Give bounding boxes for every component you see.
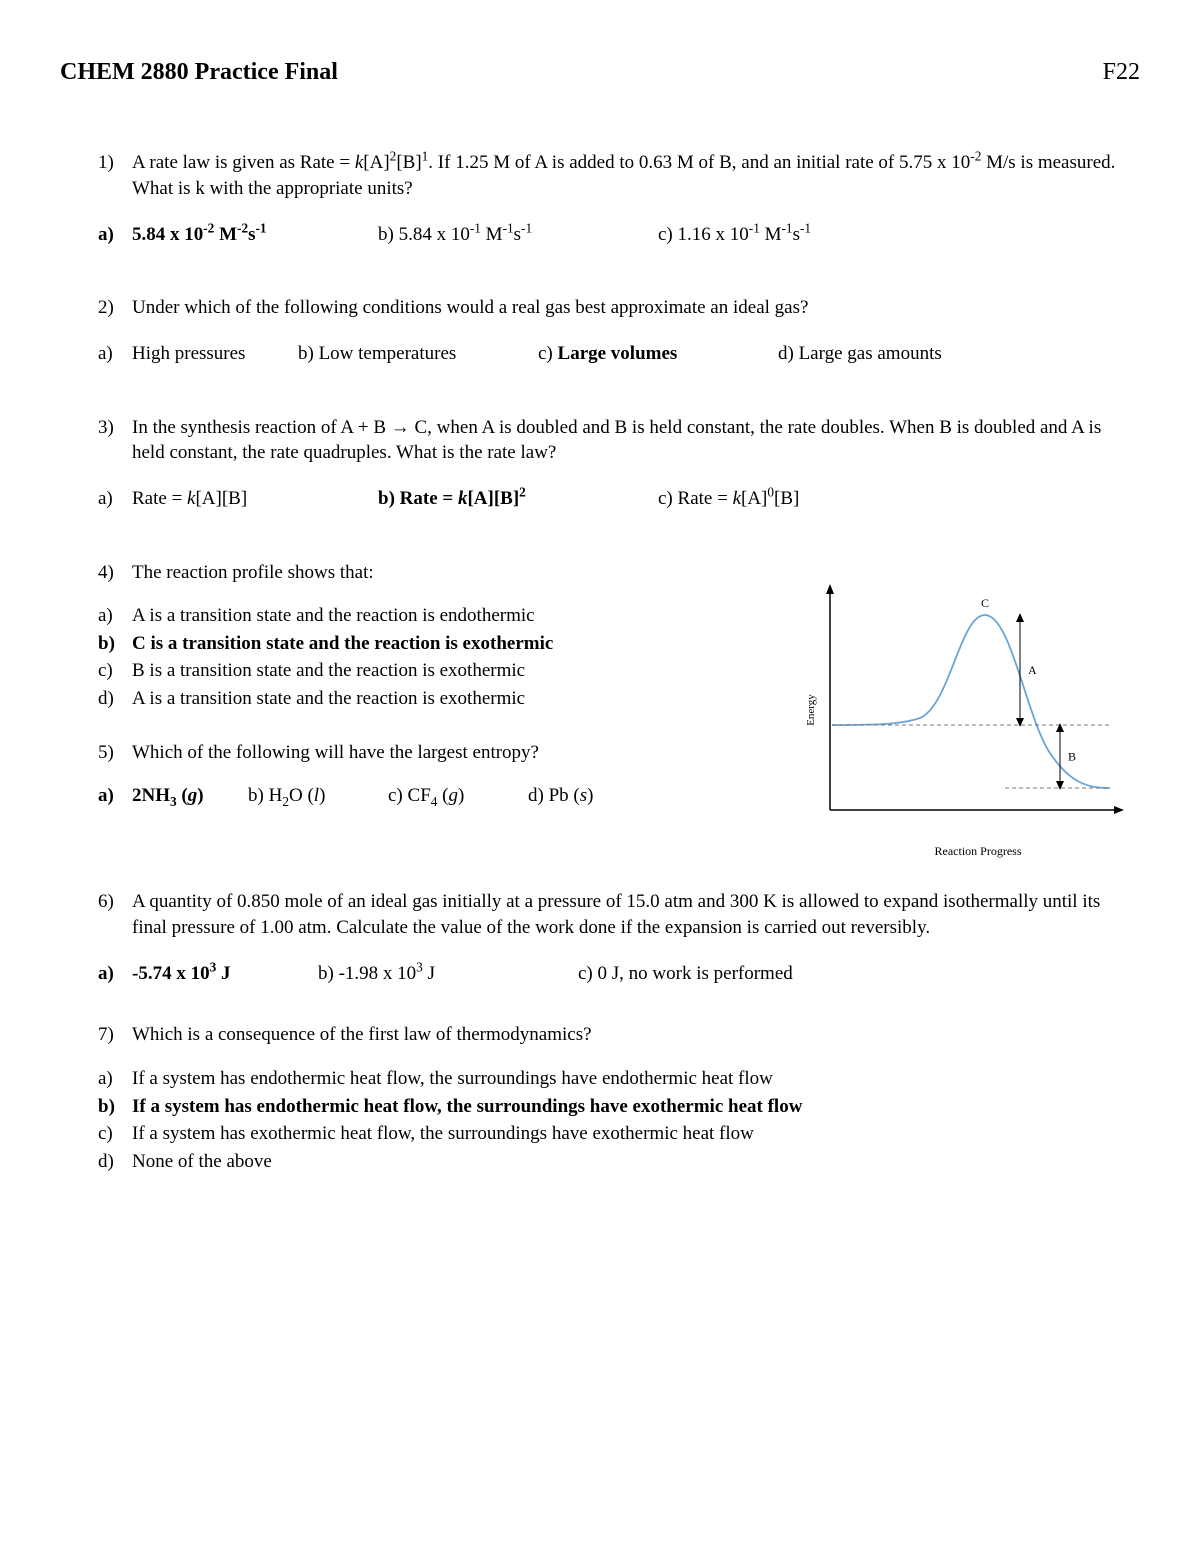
header-title: CHEM 2880 Practice Final: [60, 56, 338, 88]
question-1: 1) A rate law is given as Rate = k[A]2[B…: [98, 150, 1130, 247]
q4-opt-c: c)B is a transition state and the reacti…: [98, 658, 770, 684]
q2-opt-a: a) High pressures: [98, 341, 298, 367]
chart-x-label: Reaction Progress: [790, 843, 1130, 859]
q6-opt-c: c) 0 J, no work is performed: [578, 961, 793, 987]
q5-number: 5): [98, 740, 132, 766]
content: 1) A rate law is given as Rate = k[A]2[B…: [60, 150, 1140, 1174]
q3-opt-c: c) Rate = k[A]0[B]: [658, 486, 799, 512]
page-header: CHEM 2880 Practice Final F22: [60, 56, 1140, 88]
q5-opt-b: b) H2O (l): [248, 783, 388, 809]
q7-number: 7): [98, 1022, 132, 1048]
question-3: 3) In the synthesis reaction of A + B → …: [98, 415, 1130, 512]
q7-opt-b: b)If a system has endothermic heat flow,…: [98, 1094, 1130, 1120]
chart-label-b: B: [1068, 749, 1076, 763]
q2-number: 2): [98, 295, 132, 321]
q2-opt-c: c) Large volumes: [538, 341, 778, 367]
q3-number: 3): [98, 415, 132, 441]
q3-opt-b: b) Rate = k[A][B]2: [378, 486, 658, 512]
question-7: 7) Which is a consequence of the first l…: [98, 1022, 1130, 1174]
q6-text: A quantity of 0.850 mole of an ideal gas…: [132, 889, 1130, 940]
q5-opt-a: a) 2NH3 (g): [98, 783, 248, 809]
q2-opt-b: b) Low temperatures: [298, 341, 538, 367]
chart-label-a: A: [1028, 663, 1037, 677]
q1-opt-a: a) 5.84 x 10-2 M-2s-1: [98, 222, 378, 248]
q5-opt-d: d) Pb (s): [528, 783, 593, 809]
chart-y-label: Energy: [805, 693, 817, 725]
q1-number: 1): [98, 150, 132, 176]
question-4: 4) The reaction profile shows that: a)A …: [98, 560, 770, 712]
question-6: 6) A quantity of 0.850 mole of an ideal …: [98, 889, 1130, 986]
q3-text: In the synthesis reaction of A + B → C, …: [132, 415, 1130, 466]
q4-opt-a: a)A is a transition state and the reacti…: [98, 603, 770, 629]
q6-opt-b: b) -1.98 x 103 J: [318, 961, 578, 987]
reaction-profile-chart: Energy A B: [790, 560, 1130, 860]
q2-text: Under which of the following conditions …: [132, 295, 1130, 321]
q2-opt-d: d) Large gas amounts: [778, 341, 942, 367]
header-term: F22: [1103, 56, 1140, 88]
q7-opt-a: a)If a system has endothermic heat flow,…: [98, 1066, 1130, 1092]
q1-opt-b: b) 5.84 x 10-1 M-1s-1: [378, 222, 658, 248]
reaction-profile-svg: Energy A B: [790, 560, 1130, 840]
question-5: 5) Which of the following will have the …: [98, 740, 770, 809]
q4-q5-chart-row: 4) The reaction profile shows that: a)A …: [98, 560, 1130, 860]
q5-opt-c: c) CF4 (g): [388, 783, 528, 809]
q4-opt-b: b)C is a transition state and the reacti…: [98, 631, 770, 657]
q7-opt-d: d)None of the above: [98, 1149, 1130, 1175]
q4-opt-d: d)A is a transition state and the reacti…: [98, 686, 770, 712]
q5-text: Which of the following will have the lar…: [132, 740, 770, 766]
q4-text: The reaction profile shows that:: [132, 560, 770, 586]
q1-opt-c: c) 1.16 x 10-1 M-1s-1: [658, 222, 811, 248]
question-2: 2) Under which of the following conditio…: [98, 295, 1130, 366]
q6-number: 6): [98, 889, 132, 915]
q6-opt-a: a) -5.74 x 103 J: [98, 961, 318, 987]
q3-opt-a: a) Rate = k[A][B]: [98, 486, 378, 512]
q4-number: 4): [98, 560, 132, 586]
q1-text: A rate law is given as Rate = k[A]2[B]1.…: [132, 150, 1130, 201]
q7-opt-c: c)If a system has exothermic heat flow, …: [98, 1121, 1130, 1147]
chart-label-c: C: [981, 596, 989, 610]
q7-text: Which is a consequence of the first law …: [132, 1022, 1130, 1048]
